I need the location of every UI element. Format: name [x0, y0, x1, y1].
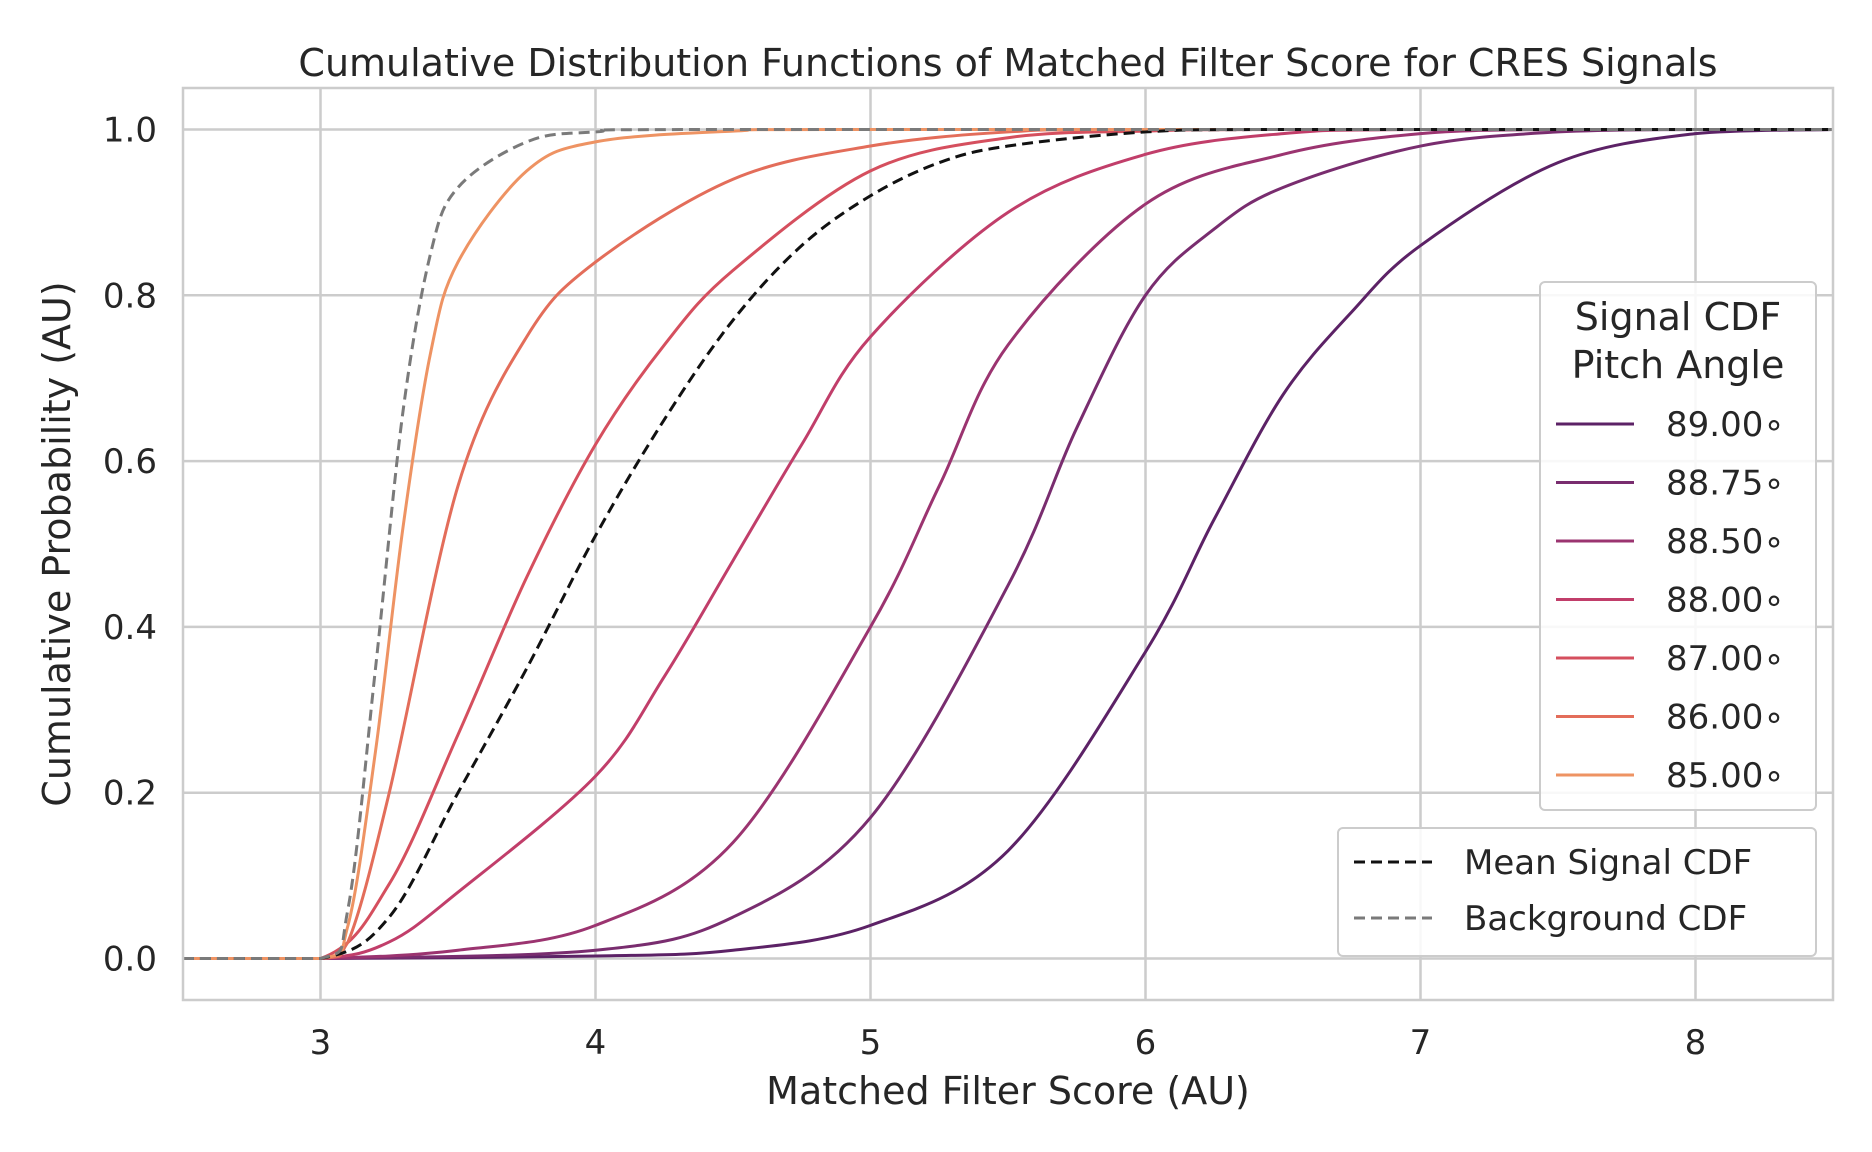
chart-title: Cumulative Distribution Functions of Mat…	[298, 41, 1717, 85]
legend-signal-title-line1: Signal CDF	[1575, 295, 1781, 339]
series-line-background-cdf	[183, 127, 1833, 961]
series-line-89-00	[183, 127, 1834, 961]
series-line-88-75	[183, 127, 1833, 961]
y-tick-label: 0.0	[103, 940, 157, 980]
x-tick-label: 7	[1410, 1023, 1432, 1063]
x-tick-label: 5	[860, 1023, 882, 1063]
x-tick-label: 3	[310, 1023, 332, 1063]
x-axis-label: Matched Filter Score (AU)	[766, 1069, 1250, 1113]
legend-label: 86.00∘	[1666, 698, 1785, 738]
legend-signal: Signal CDF Pitch Angle 89.00∘ 88.75∘ 88.50…	[1539, 281, 1817, 811]
legend-label: Background CDF	[1464, 899, 1747, 939]
legend-reference-frame	[1337, 827, 1817, 957]
legend-label: 89.00∘	[1666, 405, 1785, 445]
y-tick-label: 0.4	[103, 608, 157, 648]
x-tick-label: 4	[585, 1023, 607, 1063]
tick-labels: 3 4 5 6 7 8 0.0 0.2 0.4 0.6 0.8 1.0	[103, 110, 1706, 1063]
legend-label: 87.00∘	[1666, 639, 1785, 679]
x-tick-label: 8	[1685, 1023, 1707, 1063]
legend-signal-items: 89.00∘ 88.75∘ 88.50∘ 88.00∘ 87.00∘ 86.00∘ 85.0…	[1556, 405, 1785, 796]
x-tick-label: 6	[1135, 1023, 1157, 1063]
legend-label: Mean Signal CDF	[1464, 843, 1752, 883]
legend-label: 88.00∘	[1666, 581, 1785, 621]
legend-label: 85.00∘	[1666, 756, 1785, 796]
legend-signal-frame	[1539, 281, 1817, 811]
legend-label: 88.50∘	[1666, 522, 1785, 562]
legend-reference-items: Mean Signal CDF Background CDF	[1354, 843, 1752, 939]
plot-lines	[183, 127, 1834, 961]
plot-frame	[181, 86, 1835, 1002]
y-axis-label: Cumulative Probability (AU)	[35, 281, 79, 806]
y-tick-label: 0.2	[103, 774, 157, 814]
y-tick-label: 0.6	[103, 442, 157, 482]
y-tick-label: 1.0	[103, 110, 157, 150]
y-tick-label: 0.8	[103, 276, 157, 316]
legend-signal-title-line2: Pitch Angle	[1572, 343, 1785, 387]
legend-label: 88.75∘	[1666, 464, 1785, 504]
legend-reference: Mean Signal CDF Background CDF	[1337, 827, 1817, 957]
